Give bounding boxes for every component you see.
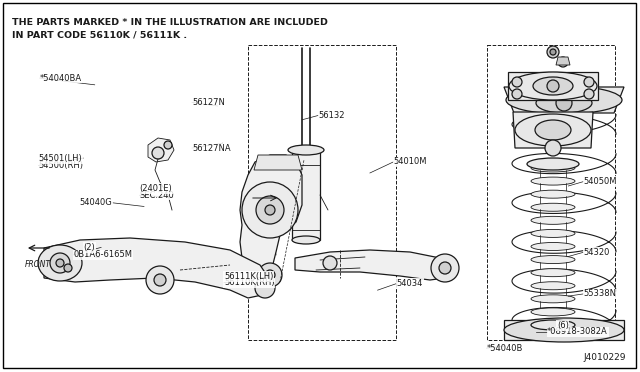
Text: Ⓓ: Ⓓ [95, 250, 99, 259]
Text: SEC.240: SEC.240 [140, 191, 174, 200]
Text: 54500(RH): 54500(RH) [38, 161, 83, 170]
Ellipse shape [531, 190, 575, 198]
Circle shape [56, 259, 64, 267]
Text: (2): (2) [83, 243, 95, 252]
Ellipse shape [531, 203, 575, 211]
Circle shape [512, 77, 522, 87]
Circle shape [265, 205, 275, 215]
Circle shape [265, 270, 275, 280]
Ellipse shape [515, 114, 591, 146]
Ellipse shape [531, 177, 575, 185]
Circle shape [164, 141, 172, 149]
Text: 56110K(RH): 56110K(RH) [224, 278, 275, 287]
Bar [487, 45, 615, 340]
Ellipse shape [531, 164, 575, 172]
Circle shape [547, 46, 559, 58]
Ellipse shape [292, 236, 320, 244]
Polygon shape [44, 238, 270, 298]
Circle shape [584, 89, 594, 99]
Text: *54040BA: *54040BA [40, 74, 82, 83]
Ellipse shape [531, 282, 575, 290]
Text: THE PARTS MARKED * IN THE ILLUSTRATION ARE INCLUDED: THE PARTS MARKED * IN THE ILLUSTRATION A… [12, 18, 328, 27]
Ellipse shape [531, 295, 575, 303]
Circle shape [146, 266, 174, 294]
Circle shape [64, 264, 72, 272]
Text: 56127NA: 56127NA [192, 144, 230, 153]
Text: J4010229: J4010229 [584, 353, 626, 362]
Ellipse shape [536, 93, 592, 113]
Circle shape [152, 147, 164, 159]
Circle shape [50, 253, 70, 273]
Ellipse shape [533, 77, 573, 95]
Circle shape [255, 278, 275, 298]
Text: FRONT: FRONT [25, 260, 51, 269]
Ellipse shape [535, 120, 571, 140]
Circle shape [242, 182, 298, 238]
Polygon shape [504, 87, 624, 113]
Polygon shape [504, 320, 624, 340]
Text: 54034: 54034 [397, 279, 423, 288]
Text: *08918-3082A: *08918-3082A [547, 327, 608, 336]
Ellipse shape [531, 217, 575, 224]
Circle shape [154, 274, 166, 286]
Ellipse shape [531, 243, 575, 250]
Ellipse shape [531, 308, 575, 316]
Text: IN PART CODE 56110K / 56111K .: IN PART CODE 56110K / 56111K . [12, 30, 187, 39]
Text: 54501(LH): 54501(LH) [38, 154, 82, 163]
Circle shape [547, 80, 559, 92]
Text: *54040B: *54040B [486, 344, 523, 353]
Text: 0B1A6-6165M: 0B1A6-6165M [74, 250, 132, 259]
Polygon shape [556, 57, 570, 65]
Circle shape [323, 256, 337, 270]
Text: 55338N: 55338N [584, 289, 617, 298]
Text: 56127N: 56127N [192, 98, 225, 107]
Ellipse shape [531, 269, 575, 277]
Polygon shape [148, 138, 174, 162]
Text: 56111K(LH): 56111K(LH) [224, 272, 273, 281]
Text: 54010M: 54010M [394, 157, 427, 166]
Circle shape [258, 263, 282, 287]
Ellipse shape [509, 72, 597, 100]
Polygon shape [292, 150, 320, 240]
Text: 56132: 56132 [319, 111, 345, 120]
Circle shape [584, 77, 594, 87]
Text: 54040G: 54040G [79, 198, 112, 207]
Ellipse shape [506, 86, 622, 114]
Circle shape [439, 262, 451, 274]
Text: 54050M: 54050M [584, 177, 617, 186]
Text: 54320: 54320 [584, 248, 610, 257]
Circle shape [256, 196, 284, 224]
Ellipse shape [531, 256, 575, 264]
Polygon shape [295, 250, 450, 280]
Ellipse shape [527, 158, 579, 170]
Polygon shape [240, 155, 302, 278]
Circle shape [512, 89, 522, 99]
Ellipse shape [504, 318, 624, 342]
Ellipse shape [288, 145, 324, 155]
Circle shape [550, 49, 556, 55]
Ellipse shape [531, 320, 575, 330]
Circle shape [431, 254, 459, 282]
Text: (2401E): (2401E) [140, 184, 172, 193]
Circle shape [545, 140, 561, 156]
Ellipse shape [38, 245, 82, 281]
Circle shape [556, 95, 572, 111]
Circle shape [558, 57, 568, 67]
Bar [248, 45, 396, 340]
Text: (6): (6) [557, 321, 569, 330]
Ellipse shape [531, 230, 575, 237]
Polygon shape [254, 155, 302, 170]
Polygon shape [513, 112, 593, 148]
Polygon shape [508, 72, 598, 100]
